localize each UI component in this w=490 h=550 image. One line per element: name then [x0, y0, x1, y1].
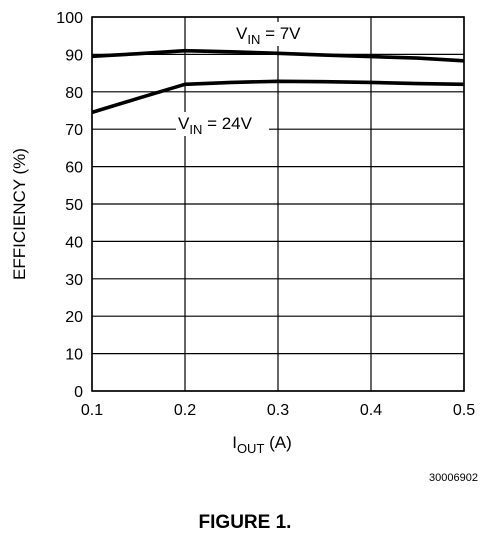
y-tick-label: 40	[65, 234, 83, 251]
x-tick-label: 0.2	[174, 402, 196, 419]
y-tick-label: 50	[65, 197, 83, 214]
efficiency-chart: 0 10 20 30 40 50 60 70 80 90 100 0.1 0.2 0.3 0.4 0.5 IOU…	[10, 10, 475, 456]
plot-frame	[91, 16, 465, 392]
x-tick-label: 0.4	[360, 402, 382, 419]
y-axis-label: EFFICIENCY (%)	[10, 148, 29, 280]
y-tick-label: 70	[65, 122, 83, 139]
series-label-tail: = 24V	[202, 114, 252, 133]
x-axis-label-main: I	[232, 433, 237, 452]
y-tick-label: 20	[65, 309, 83, 326]
y-tick-label: 60	[65, 160, 83, 177]
x-tick-label: 0.1	[81, 402, 103, 419]
series-label-tail: = 7V	[260, 24, 301, 43]
series-label-0: VIN = 7V	[236, 24, 301, 47]
y-tick-label: 80	[65, 85, 83, 102]
series-label-bg	[234, 22, 314, 46]
series-label-sub: IN	[189, 122, 202, 137]
x-tick-label: 0.5	[453, 402, 475, 419]
x-axis-label-sub: OUT	[237, 441, 265, 456]
x-axis-label-tail: (A)	[264, 433, 291, 452]
series-line-0	[91, 48, 465, 63]
series-label-1: VIN = 24V	[178, 114, 253, 137]
series-label-sub: IN	[247, 32, 260, 47]
series-line-1	[91, 79, 465, 115]
y-tick-label: 30	[65, 272, 83, 289]
figure-code: 30006902	[429, 472, 478, 484]
figure-caption: FIGURE 1.	[198, 512, 292, 533]
x-tick-label: 0.3	[267, 402, 289, 419]
series-label-main: V	[178, 114, 190, 133]
y-tick-label: 90	[65, 47, 83, 64]
series-label-bg	[176, 112, 269, 136]
series-label-main: V	[236, 24, 248, 43]
y-tick-label: 100	[56, 10, 83, 27]
x-axis-label: IOUT (A)	[232, 433, 292, 456]
y-tick-label: 0	[74, 384, 83, 401]
y-tick-label: 10	[65, 347, 83, 364]
